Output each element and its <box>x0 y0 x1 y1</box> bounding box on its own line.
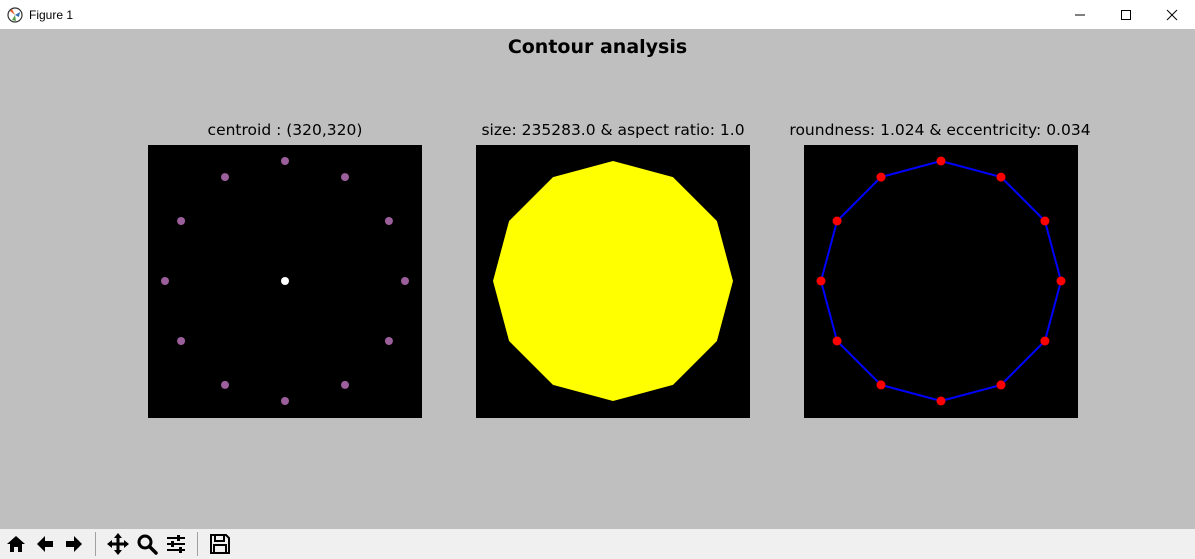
contour-point <box>221 380 229 389</box>
window-title: Figure 1 <box>29 7 74 22</box>
matplotlib-icon <box>7 6 23 23</box>
contour-point <box>221 173 229 182</box>
minimize-icon <box>1075 14 1085 15</box>
filled-polygon-plot <box>493 161 733 401</box>
contour-vertex <box>996 380 1006 390</box>
contour-point <box>177 217 186 225</box>
forward-icon <box>66 536 82 552</box>
configure-subplots-button[interactable] <box>163 531 189 557</box>
panel-2-title: size: 235283.0 & aspect ratio: 1.0 <box>481 121 745 139</box>
pan-icon <box>107 533 129 555</box>
contour-vertex <box>876 380 886 390</box>
forward-button[interactable] <box>61 531 87 557</box>
contour-vertex <box>936 156 946 166</box>
close-icon <box>1166 9 1178 20</box>
figure-suptitle: Contour analysis <box>507 36 688 58</box>
panel-1-title: centroid : (320,320) <box>207 121 363 139</box>
back-icon <box>37 536 53 552</box>
home-icon <box>7 536 25 552</box>
contour-point <box>281 397 289 405</box>
pan-button[interactable] <box>105 531 131 557</box>
contour-outline <box>819 159 1063 403</box>
outline-polygon-plot <box>816 156 1066 406</box>
back-button[interactable] <box>32 531 58 557</box>
contour-point <box>161 277 169 285</box>
navigation-toolbar <box>0 529 1195 559</box>
contour-vertex <box>832 216 842 226</box>
minimize-button[interactable] <box>1057 0 1103 29</box>
window-titlebar: Figure 1 <box>0 0 1195 29</box>
maximize-button[interactable] <box>1103 0 1149 29</box>
contour-point <box>384 337 393 345</box>
home-button[interactable] <box>3 531 29 557</box>
close-button[interactable] <box>1149 0 1195 29</box>
contour-vertex <box>996 172 1006 182</box>
contour-point <box>384 217 393 225</box>
contour-vertex <box>876 172 886 182</box>
save-button[interactable] <box>207 531 233 557</box>
centroid-plot <box>161 157 409 405</box>
toolbar-separator <box>95 532 96 556</box>
toolbar-separator <box>197 532 198 556</box>
panel-2-size <box>476 145 750 418</box>
contour-point <box>341 173 349 182</box>
zoom-icon <box>137 534 158 555</box>
contour-point <box>177 337 186 345</box>
contour-vertex <box>1040 216 1050 226</box>
zoom-button[interactable] <box>134 531 160 557</box>
contour-vertex <box>816 276 826 286</box>
maximize-icon <box>1121 9 1131 20</box>
filled-contour <box>493 161 733 401</box>
panel-3-title: roundness: 1.024 & eccentricity: 0.034 <box>789 121 1091 139</box>
figure-canvas[interactable]: Contour analysis centroid : (320,320) si… <box>0 29 1195 529</box>
contour-point <box>341 380 349 389</box>
contour-vertex <box>936 396 946 406</box>
save-icon <box>210 534 230 554</box>
contour-point <box>401 277 409 285</box>
contour-point <box>281 157 289 165</box>
centroid-point <box>281 277 289 285</box>
panel-1-centroid <box>148 145 422 418</box>
panel-3-roundness <box>804 145 1078 418</box>
contour-vertex <box>1040 336 1050 346</box>
configure-subplots-icon <box>167 535 185 553</box>
contour-vertex <box>832 336 842 346</box>
contour-vertex <box>1056 276 1066 286</box>
